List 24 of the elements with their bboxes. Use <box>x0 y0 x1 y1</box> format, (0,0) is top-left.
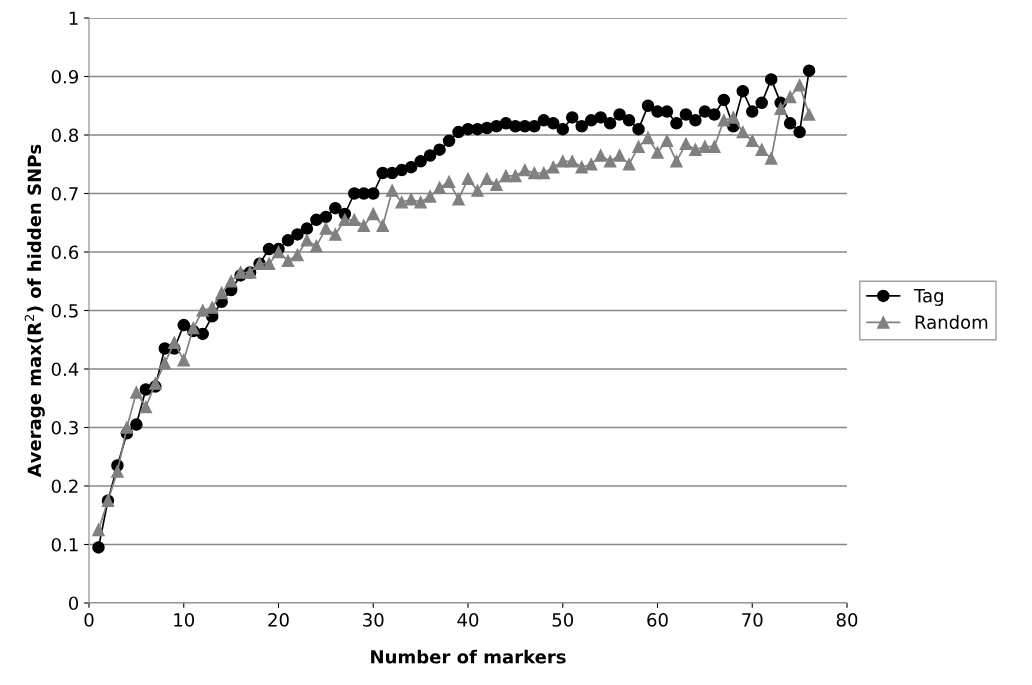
x-tick-label: 40 <box>457 613 479 627</box>
legend-label: Random <box>915 315 988 329</box>
x-axis-title: Number of markers <box>371 649 566 664</box>
y-axis-title: Average max(R$^{2}$) of hidden SNPs <box>24 144 45 478</box>
y-tick-label: 0.8 <box>51 128 79 143</box>
x-tick-label: 10 <box>174 613 195 627</box>
y-tick-label: 0.7 <box>51 186 78 201</box>
y-tick-label: 0.2 <box>51 479 78 494</box>
y-tick-label: 1 <box>69 11 78 25</box>
y-tick-label: 0.5 <box>51 303 78 318</box>
x-tick-label: 50 <box>552 613 574 627</box>
x-tick-label: 0 <box>84 613 94 627</box>
y-tick-label: 0 <box>68 596 79 611</box>
y-tick-label: 0.9 <box>51 69 79 84</box>
y-tick-label: 0.4 <box>51 362 79 377</box>
x-tick-label: 60 <box>647 613 668 627</box>
x-tick-label: 80 <box>836 613 858 627</box>
y-tick-label: 0.3 <box>51 420 78 435</box>
y-tick-label: 0.1 <box>51 537 78 552</box>
y-tick-label: 0.6 <box>51 245 79 260</box>
x-tick-label: 20 <box>268 613 289 627</box>
x-tick-label: 70 <box>742 613 763 627</box>
legend-label: Tag <box>913 289 943 306</box>
x-tick-label: 30 <box>363 613 384 627</box>
